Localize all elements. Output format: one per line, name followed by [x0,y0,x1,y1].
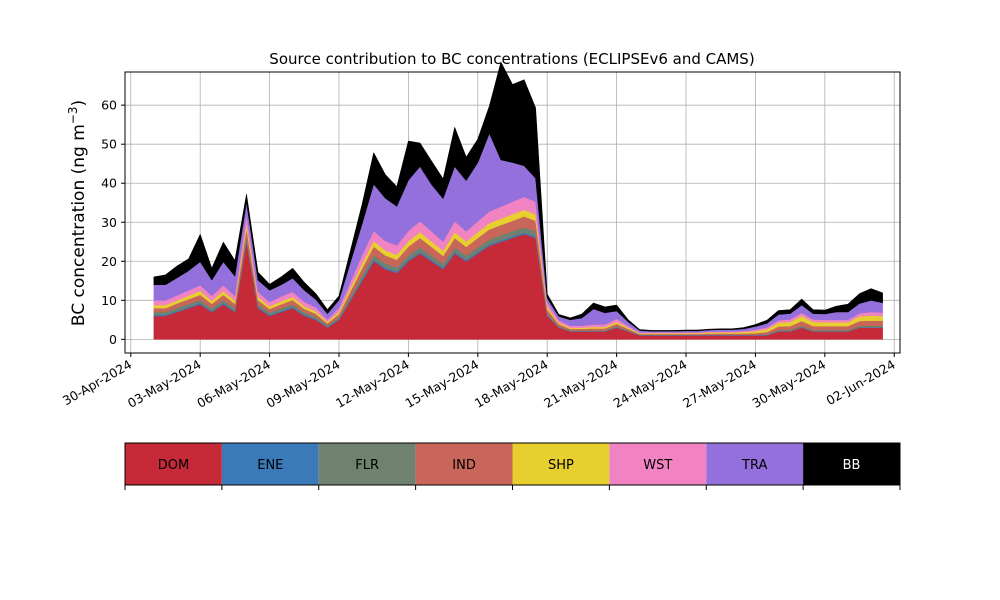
y-tick-label: 60 [101,98,117,113]
legend-label-dom: DOM [158,458,189,473]
y-tick-label: 50 [101,137,117,152]
x-tick-label: 21-May-2024 [541,357,620,411]
x-tick-label: 02-Jun-2024 [824,357,898,408]
y-axis-label-close: ) [69,100,89,107]
x-tick-label: 03-May-2024 [125,357,204,411]
legend-swatch-wst [609,443,707,485]
y-tick-label: 0 [109,332,117,347]
chart-title: Source contribution to BC concentrations… [269,50,754,68]
x-tick-label: 12-May-2024 [333,357,412,411]
y-tick-label: 40 [101,176,117,191]
legend-label-ene: ENE [257,458,283,473]
y-axis-label: BC concentration (ng m−3) [66,100,89,326]
legend-label-tra: TRA [741,458,767,473]
legend-label-wst: WST [643,458,672,473]
legend: DOM ENE FLR IND SHP WST TRA BB [124,442,901,490]
legend-swatch-tra [706,443,804,485]
x-tick-label: 24-May-2024 [611,357,690,411]
legend-swatch-ind [415,443,513,485]
x-tick-label: 15-May-2024 [402,357,481,411]
legend-swatch-shp [512,443,610,485]
stacked-areas [153,61,883,340]
x-tick-label: 30-May-2024 [749,357,828,411]
x-tick-label: 18-May-2024 [472,357,551,411]
y-tick-label: 20 [101,254,117,269]
area-bb [153,61,883,332]
x-tick-label: 30-Apr-2024 [60,357,134,409]
x-tick-label: 06-May-2024 [194,357,273,411]
y-tick-label: 30 [101,215,117,230]
legend-label-ind: IND [452,458,476,473]
y-axis: 0 10 20 30 40 50 60 [101,98,125,347]
legend-label-shp: SHP [548,458,574,473]
y-axis-label-exponent: −3 [66,106,80,124]
legend-label-bb: BB [843,458,861,473]
plot-frame [124,71,901,354]
legend-swatch-bb [803,443,900,485]
x-axis: 30-Apr-202403-May-202406-May-202409-May-… [60,353,898,411]
y-tick-label: 10 [101,293,117,308]
x-tick-label: 27-May-2024 [680,357,759,411]
legend-label-flr: FLR [355,458,379,473]
y-axis-label-text: BC concentration (ng m [69,124,89,326]
x-tick-label: 09-May-2024 [264,357,343,411]
legend-swatch-flr [318,443,416,485]
legend-swatch-dom [125,443,222,485]
legend-swatch-ene [221,443,319,485]
